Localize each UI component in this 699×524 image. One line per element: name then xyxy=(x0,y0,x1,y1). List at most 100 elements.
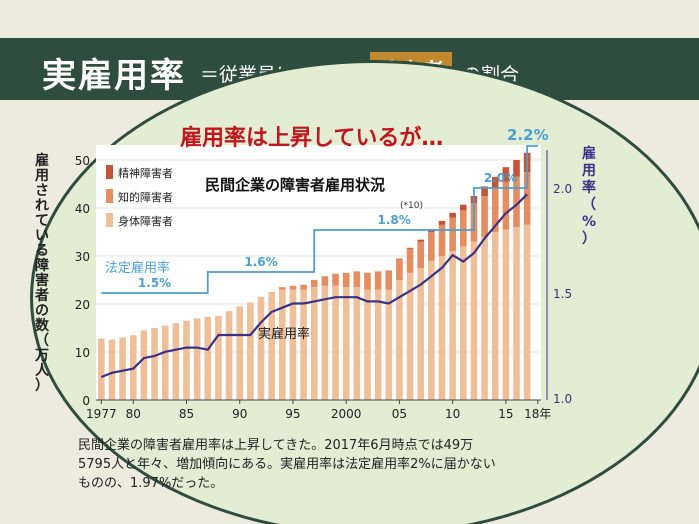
x-tick-label: 15 xyxy=(498,407,513,421)
bar-segment xyxy=(481,196,488,237)
y-left-axis-label: 雇用されている障害者の数（万人） xyxy=(34,152,50,394)
bar-segment xyxy=(417,241,425,268)
legend-label: 身体障害者 xyxy=(118,214,173,228)
bar-segment xyxy=(523,172,531,225)
bar-segment xyxy=(459,210,467,247)
bar-segment xyxy=(172,323,180,400)
line-label: 実雇用率 xyxy=(258,326,310,342)
bar-segment xyxy=(396,258,403,280)
bar-segment xyxy=(438,220,446,225)
bar-segment xyxy=(364,289,371,400)
legend-label: 精神障害者 xyxy=(118,166,173,180)
bar-segment xyxy=(406,248,414,273)
legend-swatch xyxy=(106,189,113,203)
bar-segment xyxy=(513,227,520,400)
bar-segment xyxy=(417,239,425,242)
y-right-tick-label: 1.0 xyxy=(553,392,572,406)
legal-rate-step-label: 1.8% xyxy=(377,213,410,227)
bar-segment xyxy=(342,272,350,288)
bar-segment xyxy=(98,338,105,400)
bar-segment xyxy=(193,318,201,400)
legal-rate-line xyxy=(101,145,538,294)
bar-segment xyxy=(502,181,510,230)
bar-segment xyxy=(491,188,499,232)
bar-segment xyxy=(268,292,275,400)
x-tick-label: 05 xyxy=(392,407,407,421)
y-left-tick-label: 30 xyxy=(75,250,90,264)
footnote-mark: (*10) xyxy=(400,201,423,211)
chart-title: 民間企業の障害者雇用状況 xyxy=(205,176,385,194)
x-tick-label: 10 xyxy=(445,407,460,421)
bar-segment xyxy=(279,289,286,400)
bar-segment xyxy=(523,224,531,400)
bar-segment xyxy=(438,224,446,256)
bar-segment xyxy=(332,273,339,286)
y-right-tick-label: 1.5 xyxy=(553,287,572,301)
x-tick-label: 95 xyxy=(285,407,300,421)
bar-segment xyxy=(247,302,254,400)
caption-text: 民間企業の障害者雇用率は上昇してきた。2017年6月時点では49万5795人と年… xyxy=(78,438,496,491)
bar-segment xyxy=(417,268,425,400)
bar-segment xyxy=(215,316,222,400)
bar-segment xyxy=(481,186,488,196)
bar-segment xyxy=(406,272,414,400)
x-tick-label: 2000 xyxy=(331,407,362,421)
header-title: 実雇用率 xyxy=(42,56,186,96)
bar-segment xyxy=(459,246,467,400)
bar-segment xyxy=(353,271,361,288)
legend-label: 知的障害者 xyxy=(118,190,173,204)
y-left-tick-label: 40 xyxy=(75,202,90,216)
x-tick-label: 80 xyxy=(126,407,141,421)
bar-segment xyxy=(225,311,233,400)
x-tick-label: 18年 xyxy=(524,407,551,421)
bar-segment xyxy=(459,204,467,211)
headline: 雇用率は上昇しているが… xyxy=(180,125,443,151)
bar-segment xyxy=(289,285,297,290)
bar-segment xyxy=(161,325,169,400)
plot-area xyxy=(96,145,541,400)
axes: 0 10 20 30 40 50 1.0 1.5 2.0 1977 80 85 90 95 2000 05 10… xyxy=(75,150,572,421)
bar-segment xyxy=(502,167,510,182)
bar-segment xyxy=(300,284,307,290)
bar-segment xyxy=(342,287,350,400)
x-tick-label: 85 xyxy=(179,407,194,421)
bar-segment xyxy=(428,260,435,400)
y-left-tick-label: 20 xyxy=(75,298,90,312)
bar-segment xyxy=(108,339,116,400)
bar-segment xyxy=(449,212,456,218)
bar-segment xyxy=(321,276,329,286)
actual-rate-line xyxy=(100,193,528,379)
legend-swatch xyxy=(106,165,113,179)
bar-segment xyxy=(183,320,190,400)
bar-segment xyxy=(364,272,371,290)
rate-line: 実雇用率 xyxy=(100,193,528,379)
bar-segment xyxy=(140,330,148,400)
bar-segment xyxy=(321,285,329,400)
bar-segment xyxy=(353,287,361,400)
bar-segment xyxy=(491,176,499,189)
legal-rate-step-label: 1.5% xyxy=(138,276,171,290)
bar-segment xyxy=(470,241,478,400)
x-tick-label: 1977 xyxy=(86,407,117,421)
bar-segment xyxy=(279,287,286,290)
legal-rate-steps: 1.5% 1.6% 1.8% 2.0% 2.2% 法定雇用率 xyxy=(101,126,549,294)
bar-segment xyxy=(204,316,212,400)
y-right-axis-label: 雇用率（%） xyxy=(582,145,596,247)
y-right-tick-label: 2.0 xyxy=(553,182,572,196)
y-left-tick-label: 10 xyxy=(75,346,90,360)
legal-rate-label: 法定雇用率 xyxy=(105,260,170,276)
bar-segment xyxy=(374,271,382,290)
bar-segment xyxy=(310,280,318,288)
bar-segment xyxy=(151,328,158,400)
bar-segment xyxy=(119,337,126,400)
legal-rate-step-label: 1.6% xyxy=(244,255,277,269)
bar-segment xyxy=(428,232,435,261)
bar-segment xyxy=(481,236,488,400)
bar-segment xyxy=(396,280,403,400)
bar-segment xyxy=(449,251,456,400)
y-left-tick-label: 50 xyxy=(75,154,90,168)
bar-segment xyxy=(385,270,393,290)
